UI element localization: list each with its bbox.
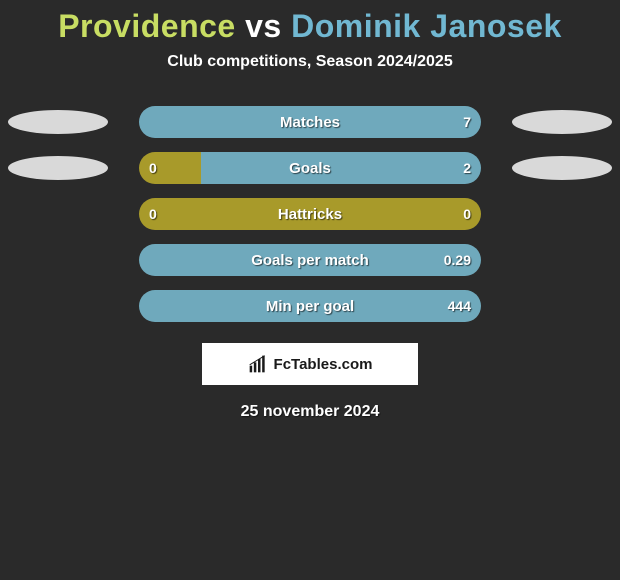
player-left-name: Providence	[58, 8, 236, 44]
stat-bar: 0.29Goals per match	[139, 244, 481, 276]
player-right-name: Dominik Janosek	[291, 8, 562, 44]
stat-bar: 7Matches	[139, 106, 481, 138]
page-title: Providence vs Dominik Janosek	[0, 0, 620, 45]
stat-bar: 444Min per goal	[139, 290, 481, 322]
stat-bar-left-fill	[139, 152, 201, 184]
decor-ellipse-right	[512, 156, 612, 180]
chart-bars-icon	[248, 354, 268, 374]
stat-bar: 02Goals	[139, 152, 481, 184]
stat-bar-left-fill	[139, 198, 481, 230]
decor-ellipse-left	[8, 156, 108, 180]
decor-ellipse-right	[512, 110, 612, 134]
decor-ellipse-left	[8, 110, 108, 134]
stat-bar-right-fill	[139, 244, 481, 276]
subtitle: Club competitions, Season 2024/2025	[0, 53, 620, 71]
stat-bar-right-fill	[201, 152, 481, 184]
stat-row: 02Goals	[0, 145, 620, 191]
branding-logo[interactable]: FcTables.com	[202, 343, 418, 385]
comparison-card: Providence vs Dominik Janosek Club compe…	[0, 0, 620, 580]
stat-row: 444Min per goal	[0, 283, 620, 329]
stat-row: 0.29Goals per match	[0, 237, 620, 283]
stat-row: 7Matches	[0, 99, 620, 145]
stat-bar-right-fill	[139, 106, 481, 138]
stats-table: 7Matches 02Goals 00Hattricks 0.29Goals per …	[0, 99, 620, 329]
stat-bar: 00Hattricks	[139, 198, 481, 230]
title-vs: vs	[245, 8, 282, 44]
stat-bar-right-fill	[139, 290, 481, 322]
branding-text: FcTables.com	[274, 356, 373, 373]
generated-date: 25 november 2024	[0, 403, 620, 421]
stat-row: 00Hattricks	[0, 191, 620, 237]
